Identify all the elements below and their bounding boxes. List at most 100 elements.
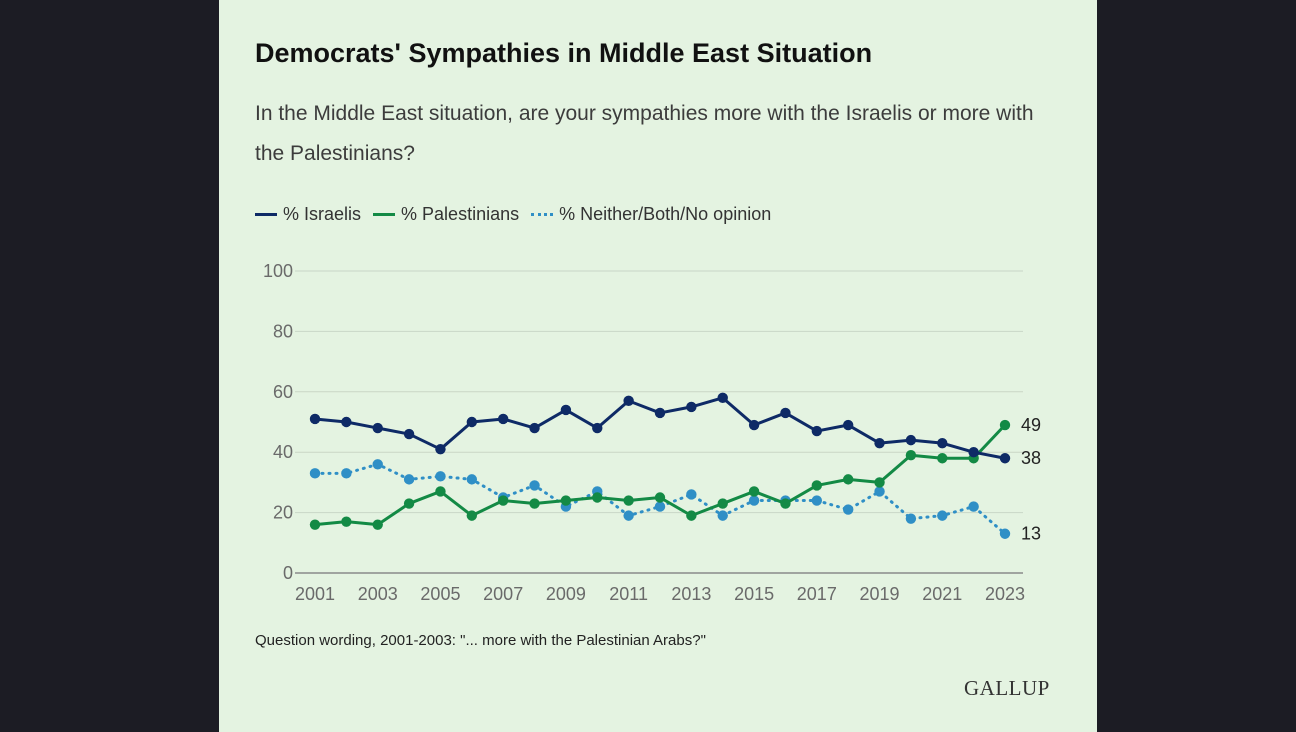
x-tick-label: 2021: [922, 584, 962, 604]
x-tick-label: 2019: [860, 584, 900, 604]
data-point-israelis: [497, 413, 509, 425]
data-point-palestinians: [937, 453, 948, 464]
data-point-palestinians: [811, 480, 823, 491]
data-point-neither: [842, 504, 854, 515]
data-point-israelis: [435, 443, 446, 455]
data-point-palestinians: [560, 495, 572, 506]
data-point-palestinians: [592, 492, 603, 503]
chart-legend: % Israelis % Palestinians % Neither/Both…: [255, 202, 783, 226]
data-point-palestinians: [905, 450, 917, 461]
data-point-neither: [341, 468, 352, 479]
chart-title: Democrats' Sympathies in Middle East Sit…: [255, 38, 873, 68]
data-point-palestinians: [654, 492, 666, 503]
data-point-neither: [529, 480, 540, 491]
line-chart: 0 20 40 60 80 100 2001 2003 2005 2007 2009 2011 2013…: [263, 261, 1041, 604]
y-tick-label: 0: [283, 563, 293, 583]
legend-swatch-neither: [531, 212, 554, 216]
data-point-israelis: [466, 416, 478, 428]
data-point-palestinians: [466, 510, 478, 521]
data-point-neither: [466, 474, 478, 485]
data-point-neither: [623, 510, 634, 521]
legend-item-israelis: % Israelis: [255, 204, 361, 225]
data-point-israelis: [874, 437, 885, 449]
data-point-neither: [372, 459, 383, 470]
data-point-palestinians: [497, 495, 509, 506]
data-point-israelis: [560, 404, 572, 416]
data-point-palestinians: [842, 474, 854, 485]
data-point-israelis: [403, 428, 415, 440]
data-point-neither: [937, 510, 948, 521]
legend-swatch-israelis: [255, 212, 277, 216]
data-point-israelis: [529, 422, 540, 434]
data-point-israelis: [341, 416, 352, 428]
x-tick-label: 2003: [358, 584, 398, 604]
x-tick-label: 2017: [797, 584, 837, 604]
data-point-israelis: [592, 422, 603, 434]
data-point-israelis: [686, 401, 697, 413]
end-label-neither: 13: [1021, 524, 1041, 544]
data-point-palestinians: [623, 495, 634, 506]
x-tick-label: 2023: [985, 584, 1025, 604]
data-point-neither: [905, 513, 917, 524]
data-point-israelis: [309, 413, 321, 425]
x-tick-label: 2011: [609, 584, 648, 604]
data-point-neither: [999, 528, 1011, 539]
chart-card: Democrats' Sympathies in Middle East Sit…: [219, 0, 1097, 732]
end-label-palestinians: 49: [1021, 415, 1041, 435]
y-tick-label: 60: [273, 382, 293, 402]
data-point-palestinians: [780, 498, 791, 509]
data-point-israelis: [654, 407, 666, 419]
legend-label-neither: % Neither/Both/No opinion: [559, 203, 772, 224]
x-tick-label: 2015: [734, 584, 774, 604]
data-point-neither: [968, 501, 979, 512]
legend-item-neither: % Neither/Both/No opinion: [531, 204, 771, 225]
chart-subtitle: In the Middle East situation, are your s…: [255, 102, 1034, 165]
data-point-neither: [435, 471, 446, 482]
data-point-israelis: [842, 419, 854, 431]
series-line-israelis: [313, 396, 1007, 460]
data-point-palestinians: [372, 519, 383, 530]
chart-footnote: Question wording, 2001-2003: "... more w…: [255, 632, 706, 649]
data-point-palestinians: [748, 486, 760, 497]
end-label-israelis: 38: [1021, 448, 1041, 468]
data-point-israelis: [999, 453, 1011, 464]
data-point-israelis: [748, 419, 760, 431]
data-point-neither: [686, 489, 697, 500]
x-tick-label: 2005: [420, 584, 460, 604]
data-point-palestinians: [529, 498, 540, 509]
data-point-palestinians: [686, 510, 697, 521]
data-point-israelis: [372, 422, 383, 434]
x-tick-label: 2001: [295, 584, 335, 604]
data-point-palestinians: [341, 516, 352, 527]
data-point-neither: [874, 486, 885, 497]
legend-label-israelis: % Israelis: [283, 203, 362, 224]
gallup-logo: GALLUP: [964, 676, 1050, 700]
data-point-israelis: [780, 407, 791, 419]
legend-swatch-palestinians: [373, 212, 396, 216]
data-point-palestinians: [717, 498, 728, 509]
y-tick-label: 80: [273, 321, 293, 341]
data-point-israelis: [811, 425, 823, 437]
data-point-palestinians: [435, 486, 446, 497]
data-point-neither: [403, 474, 415, 485]
legend-label-palestinians: % Palestinians: [401, 203, 520, 224]
data-point-israelis: [905, 434, 917, 446]
data-point-israelis: [937, 437, 948, 449]
data-point-neither: [811, 495, 823, 506]
data-point-neither: [748, 495, 760, 506]
x-tick-label: 2009: [546, 584, 586, 604]
y-tick-label: 20: [273, 503, 293, 523]
data-point-palestinians: [999, 419, 1011, 431]
data-point-neither: [309, 468, 321, 479]
y-tick-label: 100: [263, 261, 293, 281]
data-point-neither: [717, 510, 728, 521]
y-tick-label: 40: [273, 442, 293, 462]
x-tick-label: 2007: [483, 584, 523, 604]
data-point-israelis: [623, 395, 634, 407]
x-tick-label: 2013: [671, 584, 711, 604]
data-point-palestinians: [403, 498, 415, 509]
data-point-neither: [654, 501, 666, 512]
legend-item-palestinians: % Palestinians: [373, 204, 519, 225]
data-point-israelis: [968, 447, 979, 458]
data-point-palestinians: [309, 519, 321, 530]
